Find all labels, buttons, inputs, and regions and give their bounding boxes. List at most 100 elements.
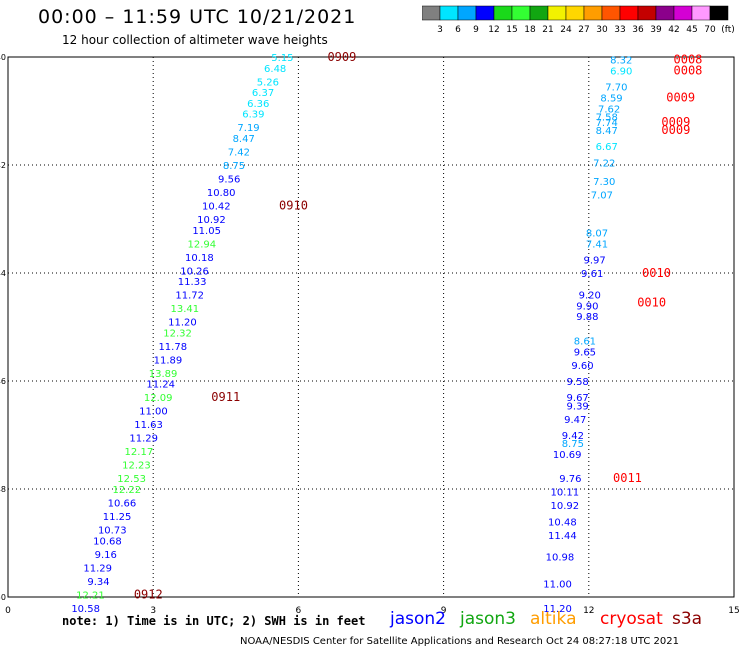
data-point-label: 10.80	[207, 188, 236, 199]
legend-cryosat: cryosat	[600, 609, 663, 629]
data-point-label: 10.26	[180, 266, 209, 277]
data-point-label: 9.42	[562, 431, 584, 442]
data-point-label: 9.65	[574, 347, 596, 358]
data-point-label: 7.70	[605, 83, 627, 94]
data-point-label: 9.67	[567, 393, 589, 404]
data-point-label: 10.18	[185, 253, 214, 264]
data-point-label: 8.75	[562, 439, 584, 450]
colorbar-tick-label: 12	[488, 25, 499, 35]
data-point-label: 9.34	[87, 577, 109, 588]
data-point-label: 6.37	[252, 88, 274, 99]
data-point-label: 8.47	[596, 126, 618, 137]
data-point-label: 12.22	[112, 485, 141, 496]
data-point-label: 12.94	[187, 239, 216, 250]
pass-time-label: 0008	[674, 53, 703, 67]
data-point-label: 7.19	[237, 123, 259, 134]
data-point-label: 9.60	[571, 361, 593, 372]
data-point-label: 9.58	[567, 377, 589, 388]
data-point-label: 11.89	[154, 355, 183, 366]
data-point-label: 12.32	[163, 328, 192, 339]
pass-time-label: 0911	[211, 390, 240, 404]
data-point-label: 9.20	[579, 291, 601, 302]
colorbar-tick-label: 70	[704, 25, 716, 35]
data-point-label: 5.15	[271, 53, 293, 64]
data-point-label: 8.32	[610, 56, 632, 67]
pass-time-label: 0910	[279, 199, 308, 213]
plot-frame	[7, 56, 735, 598]
colorbar-tick-label: 33	[614, 25, 625, 35]
data-point-label: 9.88	[576, 312, 598, 323]
data-point-label: 8.59	[600, 94, 622, 105]
data-point-label: 11.78	[158, 342, 187, 353]
pass-time-label: 0912	[134, 587, 163, 601]
data-point-label: 11.20	[168, 318, 197, 329]
data-point-label: 10.42	[202, 202, 231, 213]
pass-time-label: 0008	[674, 64, 703, 78]
data-point-label: 10.58	[71, 604, 100, 615]
data-point-label: 6.48	[264, 64, 286, 75]
colorbar-tick-label: 30	[596, 25, 608, 35]
colorbar-swatch	[709, 5, 729, 21]
colorbar-tick-label: 39	[650, 25, 662, 35]
data-point-label: 13.41	[171, 304, 200, 315]
data-point-label: 11.20	[543, 604, 572, 615]
data-point-label: 10.98	[546, 553, 575, 564]
footnote: note: 1) Time is in UTC; 2) SWH is in fe…	[62, 614, 366, 628]
data-point-label: 6.90	[610, 67, 632, 78]
data-point-label: 9.47	[564, 415, 586, 426]
y-tick-label: -48	[0, 485, 6, 494]
data-point-label: 6.39	[242, 110, 264, 121]
pass-time-label: 0011	[613, 471, 642, 485]
data-point-label: 7.22	[593, 158, 615, 169]
data-point-label: 13.89	[149, 369, 178, 380]
data-point-label: 12.21	[76, 590, 105, 601]
data-point-label: 9.76	[559, 474, 581, 485]
pass-time-label: 0009	[666, 91, 695, 105]
data-point-label: 8.07	[586, 229, 608, 240]
data-point-label: 12.53	[117, 474, 146, 485]
data-point-label: 12.23	[122, 461, 151, 472]
legend-altika: altika	[530, 609, 577, 629]
x-tick-label: 6	[296, 606, 302, 616]
data-point-label: 7.07	[591, 191, 613, 202]
x-tick-label: 9	[441, 606, 447, 616]
pass-time-label: 0009	[661, 123, 690, 137]
y-tick-label: -42	[0, 161, 6, 170]
chart-subtitle: 12 hour collection of altimeter wave hei…	[62, 33, 328, 47]
data-point-label: 11.44	[548, 531, 577, 542]
x-tick-label: 0	[5, 606, 11, 616]
data-point-label: 11.29	[129, 434, 158, 445]
chart-title: 00:00 – 11:59 UTC 10/21/2021	[38, 6, 357, 28]
colorbar-tick-label: 42	[668, 25, 679, 35]
data-point-label: 9.39	[567, 401, 589, 412]
credit-line: NOAA/NESDIS Center for Satellite Applica…	[240, 636, 679, 647]
x-tick-label: 15	[728, 606, 739, 616]
data-point-label: 9.61	[581, 269, 603, 280]
colorbar-tick-label: 3	[437, 25, 443, 35]
data-point-label: 11.72	[175, 291, 204, 302]
pass-time-label: 0909	[327, 50, 356, 64]
data-point-label: 8.47	[233, 134, 255, 145]
pass-time-label: 0009	[661, 115, 690, 129]
colorbar-tick-label: 6	[455, 25, 461, 35]
data-point-label: 10.66	[108, 499, 137, 510]
x-tick-label: 12	[583, 606, 594, 616]
data-point-label: 5.26	[257, 77, 279, 88]
data-point-label: 7.58	[596, 112, 618, 123]
data-point-label: 11.00	[139, 407, 168, 418]
data-point-label: 10.11	[550, 488, 579, 499]
data-point-label: 7.41	[586, 239, 608, 250]
data-point-label: 12.17	[125, 447, 154, 458]
data-point-label: 11.33	[178, 277, 207, 288]
data-point-label: 7.74	[596, 118, 618, 129]
data-point-label: 10.69	[553, 450, 582, 461]
legend-jason2: jason2	[390, 609, 446, 629]
data-point-label: 10.92	[550, 501, 579, 512]
data-point-label: 10.48	[548, 517, 577, 528]
data-point-label: 7.30	[593, 177, 615, 188]
data-point-label: 9.90	[576, 301, 598, 312]
colorbar-tick-label: 27	[578, 25, 589, 35]
data-point-label: 9.16	[95, 550, 117, 561]
y-tick-label: -44	[0, 269, 6, 278]
